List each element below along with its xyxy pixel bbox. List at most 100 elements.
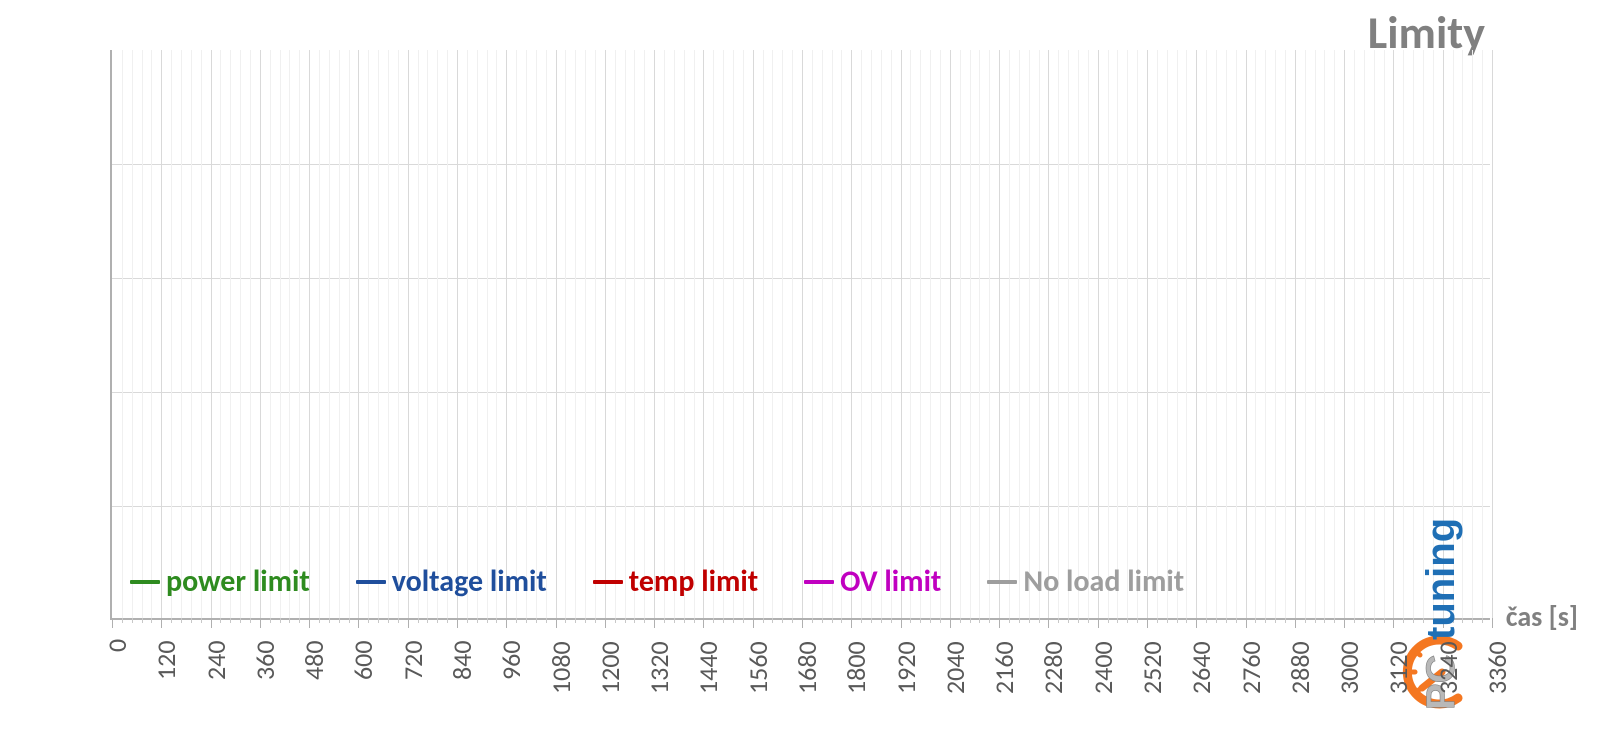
tick-minor <box>960 618 961 623</box>
x-tick-label: 1920 <box>890 641 922 694</box>
tick-minor <box>427 618 428 623</box>
x-tick-label: 2760 <box>1235 641 1267 694</box>
gridline-v-minor <box>289 50 290 618</box>
gridline-v-major <box>1492 50 1493 618</box>
gridline-v-minor <box>881 50 882 618</box>
tick-minor <box>1374 618 1375 623</box>
tick-minor <box>832 618 833 623</box>
tick-minor <box>181 618 182 623</box>
gridline-v-minor <box>841 50 842 618</box>
gridline-v-minor <box>723 50 724 618</box>
gridline-v-minor <box>1384 50 1385 618</box>
gridline-v-minor <box>151 50 152 618</box>
gridline-v-minor <box>822 50 823 618</box>
x-tick-label: 0 <box>101 639 133 652</box>
legend-item: temp limit <box>593 563 758 600</box>
chart-container: power limitvoltage limittemp limitOV lim… <box>110 50 1490 620</box>
tick-minor <box>1384 618 1385 623</box>
x-tick-label: 1200 <box>594 641 626 694</box>
gridline-v-minor <box>447 50 448 618</box>
tick-minor <box>122 618 123 623</box>
legend-dash <box>987 580 1017 584</box>
gridline-v-minor <box>1009 50 1010 618</box>
tick-major <box>1492 618 1493 628</box>
tick-minor <box>1029 618 1030 623</box>
tick-minor <box>1285 618 1286 623</box>
gridline-v-major <box>309 50 310 618</box>
x-tick-label: 1800 <box>840 641 872 694</box>
legend-dash <box>804 580 834 584</box>
gridline-v-major <box>1344 50 1345 618</box>
legend-item: No load limit <box>987 563 1184 600</box>
gridline-v-minor <box>960 50 961 618</box>
x-axis-title: čas [s] <box>1506 599 1578 634</box>
gridline-v-minor <box>467 50 468 618</box>
tick-minor <box>398 618 399 623</box>
tick-minor <box>201 618 202 623</box>
gridline-v-minor <box>1137 50 1138 618</box>
tick-minor <box>299 618 300 623</box>
tick-minor <box>1315 618 1316 623</box>
gridline-v-minor <box>388 50 389 618</box>
tick-major <box>950 618 951 628</box>
tick-minor <box>861 618 862 623</box>
x-tick-label: 360 <box>249 640 281 680</box>
gridline-v-minor <box>743 50 744 618</box>
gridline-v-minor <box>940 50 941 618</box>
gridline-v-minor <box>1186 50 1187 618</box>
tick-minor <box>220 618 221 623</box>
gridline-v-minor <box>910 50 911 618</box>
gridline-v-minor <box>418 50 419 618</box>
tick-major <box>556 618 557 628</box>
gridline-v-major <box>358 50 359 618</box>
tick-major <box>654 618 655 628</box>
tick-major <box>260 618 261 628</box>
tick-minor <box>467 618 468 623</box>
gridline-v-minor <box>891 50 892 618</box>
legend-item: power limit <box>130 563 310 600</box>
gridline-v-minor <box>763 50 764 618</box>
x-tick-label: 1560 <box>742 641 774 694</box>
tick-minor <box>1216 618 1217 623</box>
gridline-v-minor <box>1265 50 1266 618</box>
tick-minor <box>713 618 714 623</box>
gridline-v-minor <box>694 50 695 618</box>
tick-minor <box>1009 618 1010 623</box>
x-tick-label: 600 <box>347 640 379 680</box>
tick-minor <box>329 618 330 623</box>
tick-minor <box>437 618 438 623</box>
tick-minor <box>270 618 271 623</box>
tick-minor <box>447 618 448 623</box>
gridline-v-minor <box>299 50 300 618</box>
x-tick-label: 960 <box>495 640 527 680</box>
gridline-v-minor <box>733 50 734 618</box>
gridline-v-major <box>802 50 803 618</box>
x-tick-label: 2160 <box>988 641 1020 694</box>
tick-minor <box>585 618 586 623</box>
tick-minor <box>763 618 764 623</box>
gridline-v-minor <box>1108 50 1109 618</box>
gridline-v-minor <box>664 50 665 618</box>
gridline-v-major <box>161 50 162 618</box>
x-tick-label: 1320 <box>643 641 675 694</box>
gridline-v-minor <box>171 50 172 618</box>
gridline-v-minor <box>772 50 773 618</box>
tick-minor <box>792 618 793 623</box>
gridline-v-minor <box>201 50 202 618</box>
tick-minor <box>132 618 133 623</box>
gridline-v-minor <box>1029 50 1030 618</box>
gridline-v-major <box>950 50 951 618</box>
gridline-v-minor <box>871 50 872 618</box>
x-tick-label: 2400 <box>1087 641 1119 694</box>
tick-minor <box>1334 618 1335 623</box>
tick-minor <box>674 618 675 623</box>
gridline-v-minor <box>970 50 971 618</box>
tick-minor <box>782 618 783 623</box>
gridline-v-minor <box>1275 50 1276 618</box>
tick-major <box>1098 618 1099 628</box>
watermark-tuning: tuning <box>1419 518 1463 640</box>
tick-minor <box>142 618 143 623</box>
gridline-v-minor <box>1157 50 1158 618</box>
gridline-v-minor <box>565 50 566 618</box>
tick-major <box>161 618 162 628</box>
